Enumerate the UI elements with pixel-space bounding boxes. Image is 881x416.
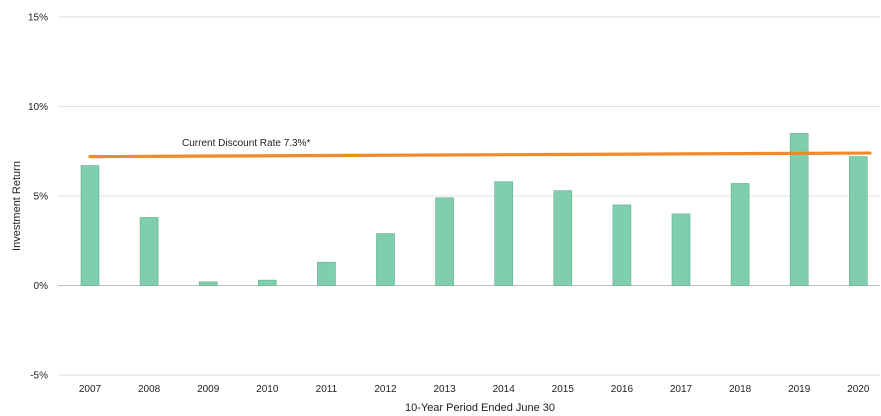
x-tick-label: 2017 — [670, 384, 693, 395]
bar — [730, 183, 750, 286]
bar — [139, 217, 159, 286]
y-tick-label: 5% — [34, 192, 49, 203]
bar — [848, 156, 868, 286]
y-tick-label: -5% — [30, 371, 48, 382]
bar — [671, 213, 691, 286]
bar — [376, 233, 395, 286]
discount-rate-line-stroke — [88, 151, 872, 159]
x-tick-label: 2009 — [197, 384, 220, 395]
x-tick-label: 2012 — [374, 384, 397, 395]
discount-rate-line: Current Discount Rate 7.3%* — [88, 138, 872, 159]
x-tick-label: 2020 — [847, 384, 870, 395]
bar — [494, 181, 514, 286]
x-tick-label: 2019 — [788, 384, 811, 395]
y-axis-ticks: 15% 10% 5% 0% -5% — [28, 13, 48, 382]
grid-lines — [58, 16, 880, 376]
x-tick-label: 2008 — [138, 384, 161, 395]
bar — [435, 197, 454, 286]
bar — [612, 204, 632, 286]
bar — [80, 165, 100, 286]
bar — [789, 133, 809, 286]
x-tick-label: 2007 — [79, 384, 102, 395]
x-axis-title: 10-Year Period Ended June 30 — [405, 402, 555, 414]
x-tick-label: 2013 — [433, 384, 456, 395]
x-tick-label: 2018 — [729, 384, 752, 395]
bar — [198, 281, 218, 286]
y-tick-label: 0% — [34, 281, 49, 292]
y-tick-label: 10% — [28, 102, 48, 113]
x-tick-label: 2016 — [611, 384, 634, 395]
bars — [80, 133, 868, 286]
x-tick-label: 2011 — [316, 384, 338, 395]
x-tick-label: 2014 — [493, 384, 516, 395]
discount-rate-label: Current Discount Rate 7.3%* — [182, 138, 311, 149]
bar — [317, 261, 336, 286]
bar — [553, 190, 573, 286]
bar — [257, 279, 277, 286]
x-tick-label: 2015 — [552, 384, 575, 395]
y-axis-title: Investment Return — [11, 161, 23, 251]
y-tick-label: 15% — [28, 13, 48, 24]
x-axis-ticks: 2007 2008 2009 2010 2011 2012 2013 2014 2015 2016… — [79, 384, 870, 395]
x-tick-label: 2010 — [256, 384, 279, 395]
